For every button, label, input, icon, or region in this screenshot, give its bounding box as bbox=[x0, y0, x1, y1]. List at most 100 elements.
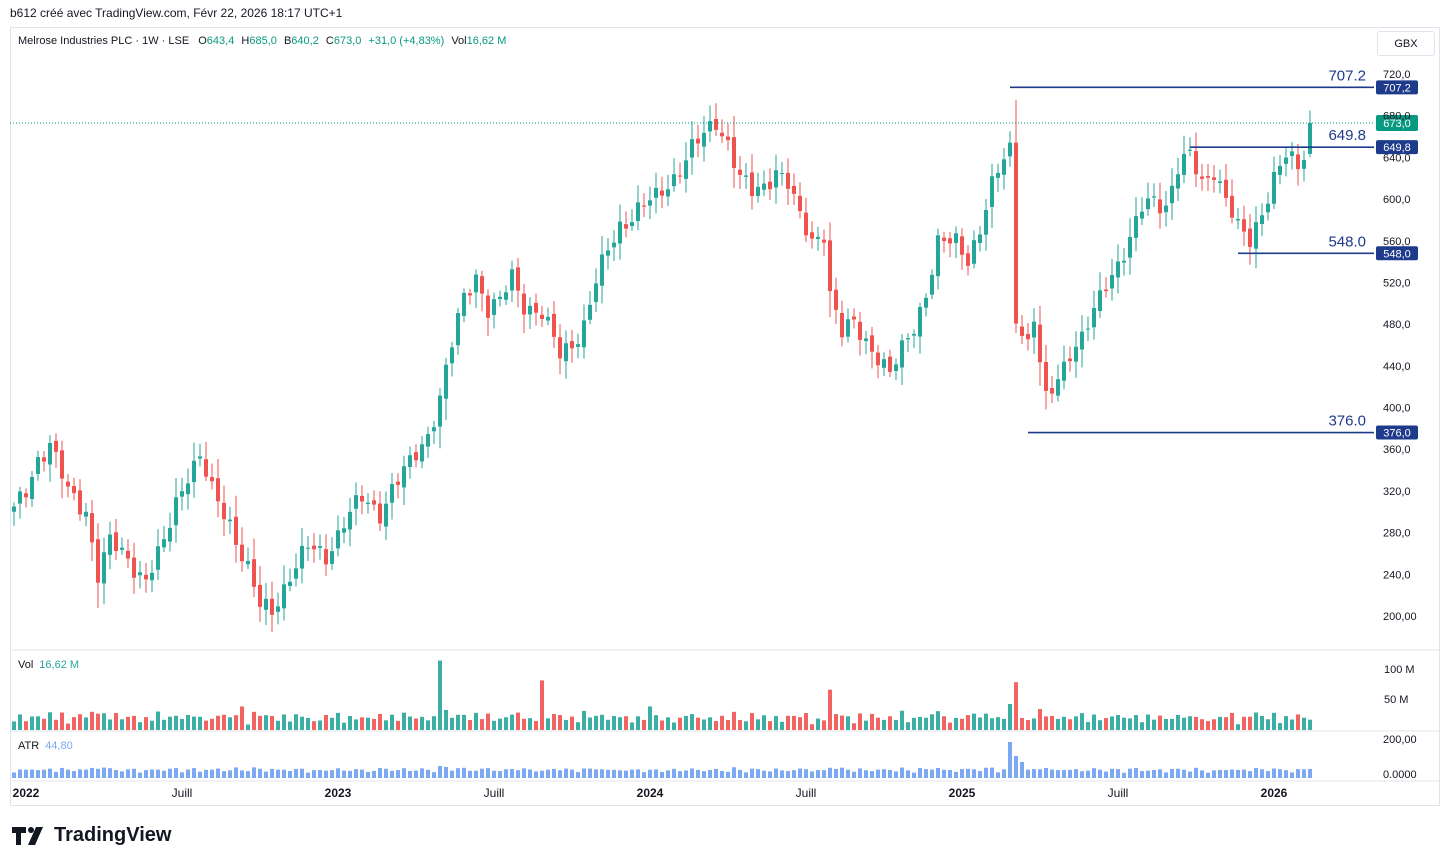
candle-body bbox=[162, 539, 166, 548]
atr-bar bbox=[60, 767, 64, 778]
atr-bar bbox=[1020, 762, 1024, 778]
volume-bar bbox=[906, 722, 910, 730]
atr-bar bbox=[984, 767, 988, 778]
atr-bar bbox=[474, 770, 478, 778]
candle-body bbox=[1092, 307, 1096, 328]
volume-bar bbox=[426, 720, 430, 730]
atr-bar bbox=[780, 770, 784, 778]
atr-bar bbox=[1044, 767, 1048, 778]
atr-bar bbox=[336, 768, 340, 778]
volume-bar bbox=[252, 711, 256, 730]
candle-body bbox=[1044, 362, 1048, 391]
volume-bar bbox=[1308, 719, 1312, 730]
atr-bar bbox=[630, 769, 634, 778]
candle-body bbox=[1230, 195, 1234, 218]
volume-bar bbox=[654, 715, 658, 730]
candle-body bbox=[648, 200, 652, 206]
volume-bar bbox=[174, 715, 178, 730]
volume-bar bbox=[162, 719, 166, 730]
volume-bar bbox=[414, 718, 418, 730]
price-axis-tick: 200,00 bbox=[1383, 611, 1417, 623]
candle-body bbox=[228, 519, 232, 522]
currency-button[interactable]: GBX bbox=[1377, 31, 1435, 56]
atr-bar bbox=[750, 768, 754, 778]
atr-bar bbox=[1074, 769, 1078, 778]
atr-bar bbox=[282, 769, 286, 778]
candle-body bbox=[654, 187, 658, 198]
atr-bar bbox=[1026, 769, 1030, 778]
volume-bar bbox=[1140, 722, 1144, 730]
volume-bar bbox=[210, 718, 214, 730]
price-axis-tick: 640,0 bbox=[1383, 152, 1411, 164]
volume-bar bbox=[960, 718, 964, 730]
candle-body bbox=[1200, 176, 1204, 179]
volume-bar bbox=[738, 720, 742, 730]
volume-bar bbox=[42, 718, 46, 730]
candle-body bbox=[96, 539, 100, 583]
candle-body bbox=[822, 239, 826, 243]
time-axis-tick: 2022 bbox=[13, 786, 40, 800]
atr-bar bbox=[1050, 769, 1054, 778]
candle-body bbox=[942, 237, 946, 242]
candle-body bbox=[588, 304, 592, 320]
atr-bar bbox=[888, 769, 892, 778]
atr-bar bbox=[1086, 770, 1090, 778]
volume-bar bbox=[1122, 717, 1126, 730]
candle-body bbox=[828, 240, 832, 292]
volume-bar bbox=[702, 719, 706, 730]
legend-change: +31,0 (+4,83%) bbox=[368, 35, 445, 47]
volume-bar bbox=[342, 722, 346, 730]
candle-body bbox=[1056, 379, 1060, 396]
atr-bar bbox=[72, 771, 76, 778]
candle-body bbox=[222, 502, 226, 520]
candle-body bbox=[360, 495, 364, 502]
candle-body bbox=[786, 172, 790, 189]
candle-body bbox=[558, 337, 562, 359]
volume-bar bbox=[1278, 723, 1282, 730]
candle-body bbox=[1236, 219, 1240, 221]
candle-body bbox=[24, 493, 28, 498]
chart-frame[interactable] bbox=[10, 27, 1440, 806]
atr-bar bbox=[246, 771, 250, 778]
atr-bar bbox=[582, 768, 586, 778]
volume-bar bbox=[618, 717, 622, 730]
candle-body bbox=[1224, 179, 1228, 198]
price-axis-tick: 400,0 bbox=[1383, 403, 1411, 415]
volume-bar bbox=[1212, 719, 1216, 730]
candle-body bbox=[540, 314, 544, 319]
atr-bar bbox=[792, 770, 796, 778]
volume-bar bbox=[372, 718, 376, 730]
candle-body bbox=[1194, 151, 1198, 175]
volume-bar bbox=[1098, 720, 1102, 730]
candle-body bbox=[1242, 219, 1246, 232]
atr-bar bbox=[864, 770, 868, 778]
atr-axis-tick: 200,00 bbox=[1383, 734, 1417, 746]
atr-bar bbox=[1266, 771, 1270, 778]
candle-body bbox=[522, 293, 526, 315]
volume-bar bbox=[1242, 716, 1246, 730]
atr-bar bbox=[546, 769, 550, 778]
atr-bar bbox=[954, 771, 958, 778]
price-axis-tick: 600,0 bbox=[1383, 194, 1411, 206]
candle-body bbox=[132, 557, 136, 578]
atr-bar bbox=[414, 770, 418, 778]
price-axis[interactable]: 720,0 680,0 640,0 600,0 560,0 520,0 480,0 440,0… bbox=[1383, 69, 1417, 623]
volume-bar bbox=[1182, 717, 1186, 730]
candle-body bbox=[834, 289, 838, 310]
atr-name: ATR bbox=[18, 740, 40, 752]
volume-bar bbox=[588, 717, 592, 730]
candle-body bbox=[318, 546, 322, 548]
volume-bar bbox=[846, 716, 850, 730]
volume-bar bbox=[384, 720, 388, 730]
candle-body bbox=[480, 276, 484, 294]
level-label: 548.0 bbox=[1328, 233, 1366, 250]
volume-bar bbox=[144, 717, 148, 730]
atr-bar bbox=[174, 768, 178, 778]
atr-bar bbox=[1206, 772, 1210, 778]
price-axis-tick: 680,0 bbox=[1383, 111, 1411, 123]
atr-bar bbox=[1224, 770, 1228, 778]
candle-body bbox=[636, 202, 640, 222]
time-axis[interactable]: 2022 Juill 2023 Juill 2024 Juill 2025 Juill 2026 bbox=[13, 786, 1288, 800]
atr-bar bbox=[624, 770, 628, 778]
